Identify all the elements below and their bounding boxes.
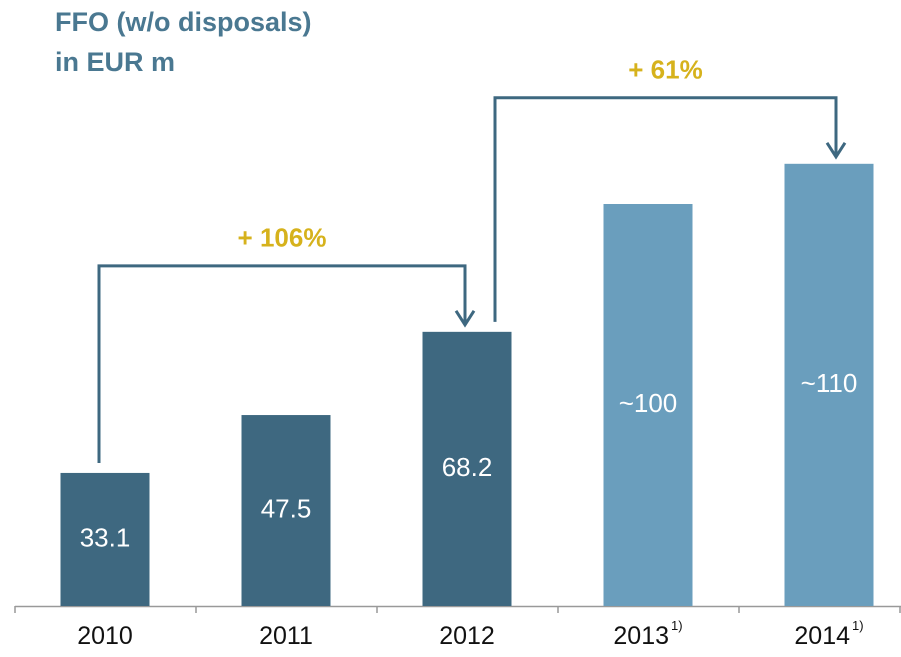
arrow-head: [825, 141, 847, 160]
x-tick-text: 2010: [77, 622, 133, 650]
growth-label: + 61%: [628, 55, 702, 85]
arrow-head: [454, 310, 476, 328]
footnote-mark: 1): [671, 618, 683, 633]
value-label: ~100: [619, 388, 678, 418]
x-tick-text: 2011: [259, 622, 313, 650]
value-label: 33.1: [80, 522, 131, 552]
growth-arrow: [493, 96, 838, 322]
chart-subtitle: in EUR m: [55, 47, 175, 77]
x-tick-text: 2014: [794, 622, 850, 650]
x-tick-label: 2012: [439, 622, 495, 650]
footnote-mark: 1): [852, 618, 864, 633]
value-label: 47.5: [261, 493, 312, 523]
growth-label: + 106%: [238, 223, 327, 253]
x-tick-label: 2013 1): [613, 618, 682, 649]
bar: [603, 204, 693, 606]
x-tick-text: 2013: [613, 622, 669, 650]
chart-title: FFO (w/o disposals): [55, 7, 312, 37]
growth-arrow: [97, 264, 467, 463]
x-tick-label: 2011: [259, 622, 313, 650]
bar: [60, 472, 150, 606]
x-tick-label: 2010: [77, 622, 133, 650]
bar: [241, 415, 331, 606]
value-label: 68.2: [442, 452, 493, 482]
bar: [784, 163, 874, 607]
x-tick-text: 2012: [439, 622, 495, 650]
x-tick-label: 2014 1): [794, 618, 863, 649]
bar: [422, 331, 512, 606]
value-label: ~110: [801, 368, 858, 398]
